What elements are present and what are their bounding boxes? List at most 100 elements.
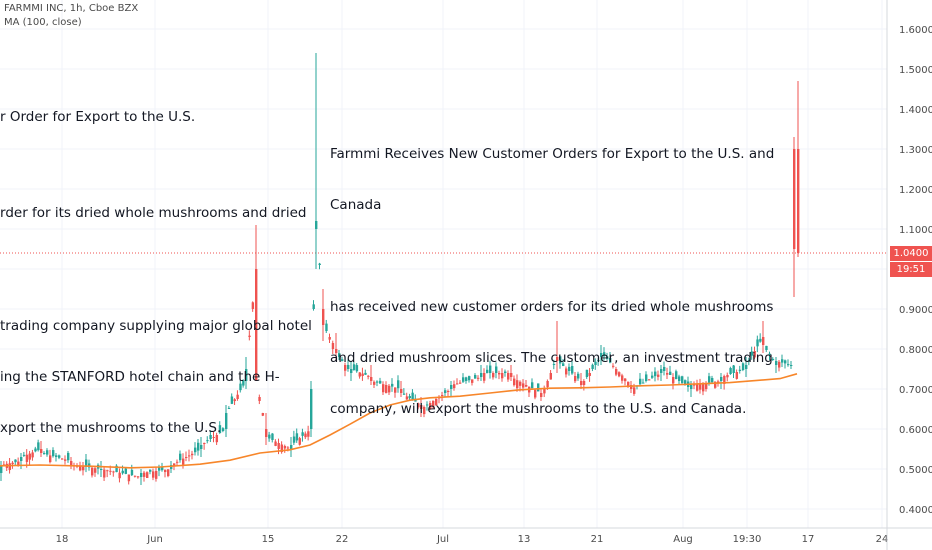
candle-body xyxy=(173,463,176,467)
candle-body xyxy=(600,353,603,357)
candle-body xyxy=(669,371,672,375)
candle-body xyxy=(200,445,203,449)
candle-body xyxy=(367,375,370,377)
candle-body xyxy=(790,365,793,366)
candle-body xyxy=(660,369,663,373)
candle-body xyxy=(432,401,435,407)
candle-body xyxy=(143,472,146,477)
candle-body xyxy=(379,380,382,384)
candle-body xyxy=(546,381,549,388)
y-tick-label: 1.4000 xyxy=(899,105,932,116)
candle-body xyxy=(768,353,771,355)
symbol-title[interactable]: FARMMI INC, 1h, Cboe BZX xyxy=(4,3,139,14)
y-tick-label: 0.4000 xyxy=(899,505,932,516)
candle-body xyxy=(318,263,321,265)
candle-body xyxy=(666,373,669,375)
annotation-left-title: r Order for Export to the U.S. xyxy=(0,109,196,125)
candle-body xyxy=(453,384,456,389)
candle-body xyxy=(720,377,723,381)
candle-body xyxy=(0,465,3,473)
candle-body xyxy=(194,447,197,453)
candle-body xyxy=(22,454,26,456)
annotation-right-para-1: has received new customer orders for its… xyxy=(330,299,774,315)
candle-body xyxy=(705,383,708,390)
candle-body xyxy=(280,444,284,453)
candle-body xyxy=(480,373,483,377)
candle-body xyxy=(621,375,624,381)
ma-line xyxy=(0,373,798,469)
candle-body xyxy=(556,357,559,361)
candle-body xyxy=(91,467,94,476)
candle-body xyxy=(352,364,356,371)
indicator-label[interactable]: MA (100, close) xyxy=(4,17,82,28)
candle-body xyxy=(559,356,562,364)
annotation-left[interactable]: r Order for Export to the U.S. rder for … xyxy=(0,75,312,454)
candle-body xyxy=(552,363,556,365)
candle-body xyxy=(341,359,344,361)
candle-body xyxy=(615,369,618,375)
x-tick-label: 17 xyxy=(802,534,815,545)
candle-body xyxy=(167,469,170,477)
candle-body xyxy=(645,374,648,381)
annotation-right-para-2: and dried mushroom slices. The customer,… xyxy=(330,350,773,366)
candle-body xyxy=(64,459,67,461)
candle-body xyxy=(400,389,403,393)
candle-body xyxy=(124,468,128,474)
candle-body xyxy=(771,358,775,360)
candle-body xyxy=(699,383,702,390)
candle-body xyxy=(25,454,29,462)
candle-body xyxy=(675,371,678,379)
candle-body xyxy=(344,365,347,371)
candle-body xyxy=(543,389,546,394)
candle-body xyxy=(118,472,121,479)
candle-body xyxy=(711,377,714,383)
annotation-left-para-3: xport the mushrooms to the U.S. xyxy=(0,420,222,436)
x-tick-label: 21 xyxy=(591,534,604,545)
annotation-right[interactable]: Farmmi Receives New Customer Orders for … xyxy=(330,112,774,435)
candle-body xyxy=(127,474,131,482)
candle-body xyxy=(793,149,796,249)
candle-body xyxy=(450,385,453,389)
candle-body xyxy=(702,383,705,392)
candle-body xyxy=(411,392,414,400)
candle-body xyxy=(477,377,480,379)
candle-body xyxy=(155,471,158,479)
candle-body xyxy=(109,470,112,472)
candle-body xyxy=(534,389,537,398)
candle-body xyxy=(405,396,409,400)
x-tick-label: 18 xyxy=(56,534,69,545)
candle-body xyxy=(462,377,465,382)
candle-body xyxy=(696,384,699,391)
candle-body xyxy=(540,393,543,397)
candle-body xyxy=(784,360,787,364)
candle-body xyxy=(756,339,759,347)
candle-body xyxy=(672,377,675,384)
candle-body xyxy=(429,403,432,410)
candle-body xyxy=(747,360,751,362)
candle-body xyxy=(31,452,34,458)
candle-body xyxy=(492,373,495,378)
candle-body xyxy=(37,442,40,451)
candle-body xyxy=(55,455,58,457)
candle-body xyxy=(708,376,711,383)
candle-body xyxy=(161,466,164,471)
candle-body xyxy=(420,405,423,409)
candle-body xyxy=(40,449,43,453)
candle-body xyxy=(185,457,188,458)
candle-body xyxy=(435,399,438,406)
y-tick-label: 0.8000 xyxy=(899,345,932,356)
candle-body xyxy=(765,345,768,350)
candle-body xyxy=(298,438,301,445)
candle-body xyxy=(574,376,577,382)
candle-body xyxy=(507,373,510,380)
x-tick-label: Jul xyxy=(436,534,449,545)
candle-body xyxy=(459,382,462,384)
candle-body xyxy=(136,476,140,478)
x-tick-label: 22 xyxy=(336,534,349,545)
candle-body xyxy=(417,403,420,408)
candle-body xyxy=(149,469,152,472)
candle-body xyxy=(648,379,651,381)
candle-body xyxy=(594,361,597,365)
candle-body xyxy=(58,455,61,458)
